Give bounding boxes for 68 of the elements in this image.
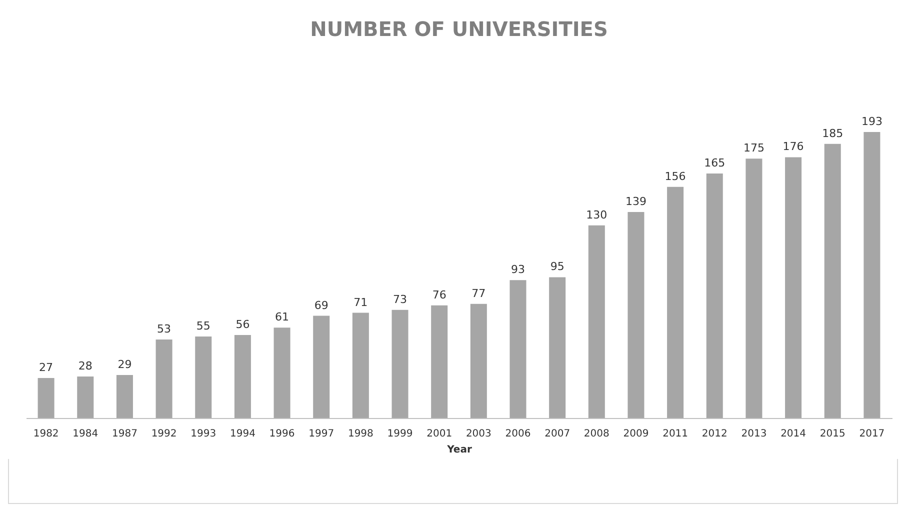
- bar: [195, 336, 212, 418]
- bar: [313, 316, 330, 418]
- x-tick-label: 2017: [859, 428, 885, 440]
- x-axis-title: Year: [446, 444, 472, 456]
- bar: [77, 376, 94, 418]
- data-label: 185: [822, 126, 844, 140]
- x-tick-label: 2001: [426, 428, 452, 440]
- data-label: 93: [510, 263, 525, 276]
- x-tick-label: 1987: [112, 428, 138, 440]
- bar: [549, 277, 566, 418]
- data-label: 156: [664, 170, 686, 183]
- data-label: 139: [625, 195, 646, 208]
- chart-title: NUMBER OF UNIVERSITIES: [310, 17, 608, 41]
- bar: [628, 212, 644, 418]
- data-label: 56: [236, 318, 250, 332]
- data-label: 73: [393, 292, 408, 306]
- x-tick-label: 1982: [33, 428, 59, 440]
- x-tick-label: 2009: [623, 428, 649, 440]
- x-tick-label: 2006: [505, 428, 531, 440]
- data-label: 95: [550, 260, 564, 274]
- bar: [470, 304, 487, 418]
- bar: [116, 375, 133, 418]
- data-label: 71: [354, 296, 368, 309]
- data-label: 27: [39, 360, 54, 374]
- data-label: 130: [586, 208, 608, 222]
- x-tick-label: 1992: [151, 428, 177, 440]
- bar: [431, 305, 448, 418]
- bar: [38, 378, 54, 418]
- data-label: 55: [196, 319, 210, 332]
- bar: [274, 328, 290, 418]
- x-tick-label: 1999: [387, 428, 413, 440]
- data-label: 53: [157, 322, 172, 336]
- x-tick-label: 2003: [466, 428, 492, 440]
- x-tick-label: 1997: [308, 428, 334, 440]
- data-label: 193: [861, 115, 882, 128]
- x-tick-label: 1996: [269, 428, 295, 440]
- data-label: 77: [472, 286, 486, 300]
- x-tick-label: 2014: [780, 428, 806, 440]
- x-tick-label: 2008: [584, 428, 610, 440]
- x-tick-label: 2011: [662, 428, 688, 440]
- x-tick-label: 2015: [820, 428, 846, 440]
- data-label: 165: [704, 156, 726, 170]
- data-label: 29: [118, 358, 132, 372]
- x-tick-label: 1998: [348, 428, 374, 440]
- data-label: 69: [314, 298, 328, 312]
- bar: [667, 186, 684, 418]
- bar: [785, 157, 802, 418]
- data-label: 176: [782, 140, 804, 154]
- x-tick-label: 1994: [230, 428, 256, 440]
- bar: [706, 173, 723, 418]
- bar: [746, 158, 762, 418]
- x-tick-label: 2007: [544, 428, 570, 440]
- bar: [352, 312, 369, 418]
- bar: [510, 280, 526, 418]
- x-tick-label: 2013: [741, 428, 767, 440]
- data-label: 76: [432, 288, 446, 302]
- data-label: 28: [78, 360, 92, 373]
- bar: [824, 144, 841, 418]
- x-tick-label: 1993: [190, 428, 216, 440]
- bar: [392, 310, 408, 418]
- bar: [234, 335, 251, 418]
- data-label: 175: [743, 142, 764, 155]
- bar: [588, 225, 605, 418]
- x-tick-label: 2012: [702, 428, 728, 440]
- data-label: 61: [275, 310, 290, 324]
- x-tick-label: 1984: [72, 428, 98, 440]
- bar: [864, 132, 880, 418]
- bar: [156, 339, 172, 418]
